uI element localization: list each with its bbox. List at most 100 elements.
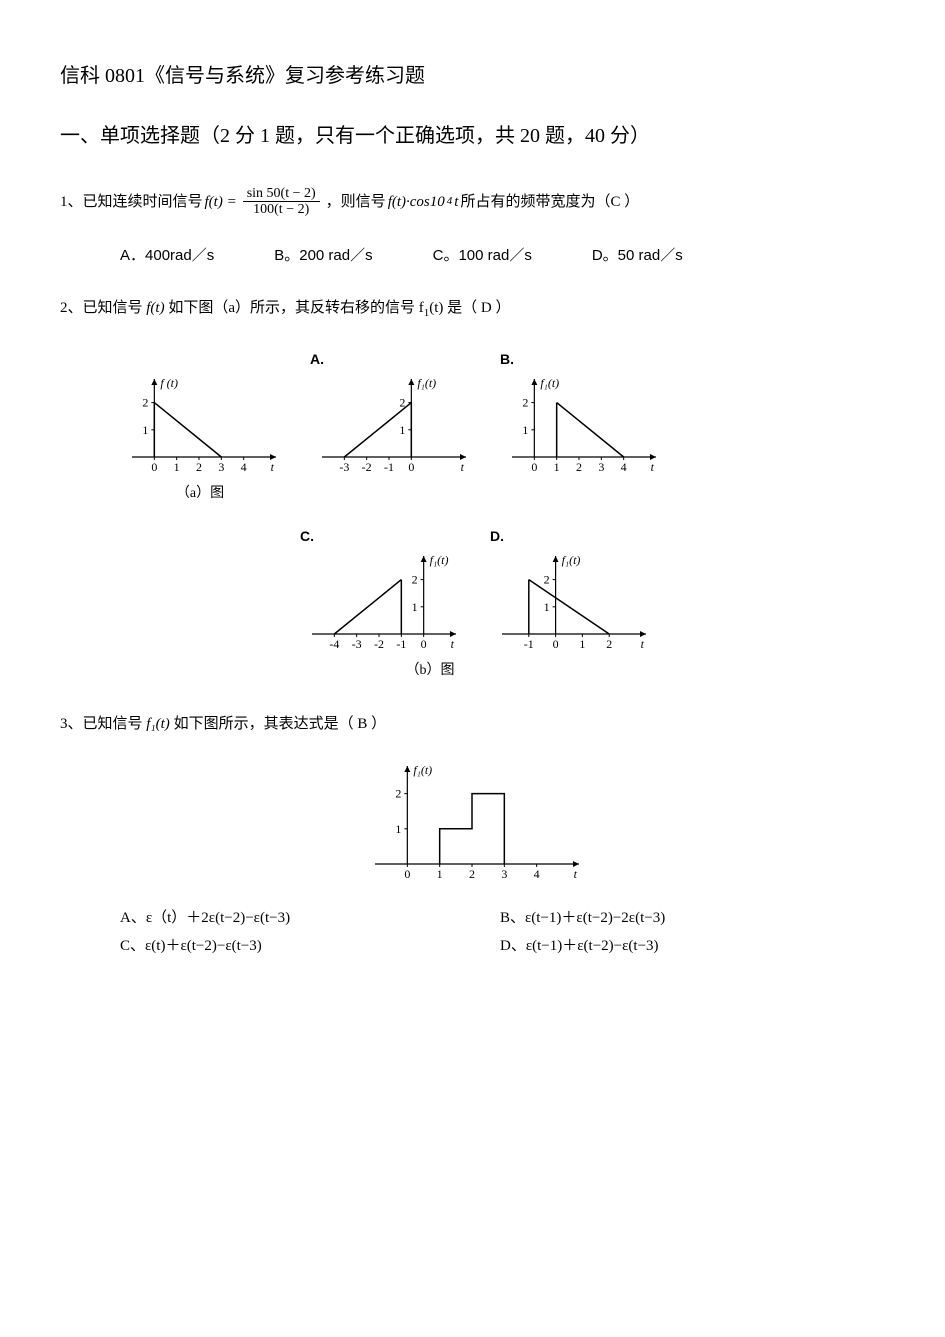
q3-opt-a: A、ε（t）＋2ε(t−2)−ε(t−3) — [120, 906, 500, 930]
svg-text:2: 2 — [576, 460, 582, 474]
q2-text-b: 如下图（a）所示，其反转右移的信号 f — [168, 300, 423, 316]
q2-ft: f(t) — [146, 300, 164, 316]
svg-text:1: 1 — [522, 423, 528, 437]
svg-text:f (t): f (t) — [160, 376, 178, 390]
question-3: 3、已知信号 f₁(t) 如下图所示，其表达式是（ B ） — [60, 712, 885, 736]
q3-opt-b: B、ε(t−1)＋ε(t−2)−2ε(t−3) — [500, 906, 880, 930]
svg-text:f₁(t): f₁(t) — [417, 376, 436, 390]
svg-text:-1: -1 — [524, 637, 534, 651]
q1-prefix: 1、已知连续时间信号 — [60, 190, 203, 214]
q2-fig-A: A. -3-2-1012f₁(t)t — [310, 348, 470, 474]
svg-text:f₁(t): f₁(t) — [562, 553, 581, 567]
svg-text:t: t — [461, 460, 465, 474]
q1-opt-a: A．400rad／s — [120, 244, 214, 268]
q2-svg-B: 0123412f₁(t)t — [500, 375, 660, 475]
question-2: 2、已知信号 f(t) 如下图（a）所示，其反转右移的信号 f1(t) 是（ D… — [60, 296, 885, 323]
svg-text:-1: -1 — [396, 637, 406, 651]
svg-text:1: 1 — [579, 637, 585, 651]
svg-text:2: 2 — [469, 867, 475, 881]
svg-text:3: 3 — [598, 460, 604, 474]
doc-title: 信科 0801《信号与系统》复习参考练习题 — [60, 60, 885, 92]
q1-suffix: 所占有的频带宽度为（C ） — [460, 190, 639, 214]
q1-opt-b: B。200 rad／s — [274, 244, 372, 268]
svg-text:-2: -2 — [374, 637, 384, 651]
svg-text:2: 2 — [142, 395, 148, 409]
q1-eq2-tail: t — [454, 190, 458, 214]
svg-text:3: 3 — [218, 460, 224, 474]
q2-fig-C: C. -4 -3 -2 -1 0 1 2 f₁(t) t — [300, 525, 460, 651]
q2-label-B: B. — [500, 348, 514, 370]
svg-text:0: 0 — [408, 460, 414, 474]
q1-fraction: sin 50(t − 2) 100(t − 2) — [243, 186, 320, 218]
svg-text:f₁(t): f₁(t) — [430, 553, 449, 567]
svg-text:2: 2 — [395, 787, 401, 801]
svg-text:2: 2 — [544, 572, 550, 586]
q1-eq2-sup: 4 — [447, 193, 453, 211]
q2-fig-B: B. 0123412f₁(t)t — [500, 348, 660, 474]
q1-mid: ，则信号 — [326, 190, 386, 214]
svg-text:1: 1 — [412, 599, 418, 613]
q2-fig-row2: C. -4 -3 -2 -1 0 1 2 f₁(t) t D. -1 0 1 2 1 2 f₁(t) t — [300, 525, 885, 651]
q3-f1t: f₁(t) — [146, 716, 170, 732]
svg-text:0: 0 — [404, 867, 410, 881]
q2-svg-C: -4 -3 -2 -1 0 1 2 f₁(t) t — [300, 552, 460, 652]
q2-fig-a: 0 1 2 3 4 1 2 f (t) t — [120, 375, 280, 475]
svg-text:0: 0 — [151, 460, 157, 474]
q3-opt-d: D、ε(t−1)＋ε(t−2)−ε(t−3) — [500, 934, 880, 958]
section-header: 一、单项选择题（2 分 1 题，只有一个正确选项，共 20 题，40 分） — [60, 120, 885, 152]
svg-text:3: 3 — [501, 867, 507, 881]
q2-label-D: D. — [490, 525, 504, 547]
q3-svg: 0 1 2 3 4 1 2 f₁(t) t — [363, 762, 583, 882]
q2-label-A: A. — [310, 348, 324, 370]
q2-fig-row1: 0123412f (t)t A. -3-2-1012f₁(t)t B. 0123… — [120, 348, 885, 474]
q2-svg-a: 0 1 2 3 4 1 2 f (t) t — [120, 375, 280, 475]
svg-text:4: 4 — [241, 460, 247, 474]
svg-text:1: 1 — [544, 599, 550, 613]
svg-text:0: 0 — [553, 637, 559, 651]
svg-text:-4: -4 — [329, 637, 339, 651]
svg-text:t: t — [573, 867, 577, 881]
q3-text-a: 3、已知信号 — [60, 716, 146, 732]
q1-frac-num: sin 50(t − 2) — [243, 186, 320, 202]
q2-label-C: C. — [300, 525, 314, 547]
question-1: 1、已知连续时间信号 f(t) = sin 50(t − 2) 100(t − … — [60, 186, 885, 218]
svg-text:-3: -3 — [352, 637, 362, 651]
svg-text:1: 1 — [174, 460, 180, 474]
svg-text:1: 1 — [399, 423, 405, 437]
q2-text-c: (t) 是（ D ） — [429, 300, 510, 316]
svg-text:2: 2 — [196, 460, 202, 474]
q2-text-a: 2、已知信号 — [60, 300, 146, 316]
q2-svg-A: -3-2-1012f₁(t)t — [310, 375, 470, 475]
q2-cap-b: （b）图 — [280, 660, 580, 682]
svg-text:-2: -2 — [362, 460, 372, 474]
svg-text:t: t — [271, 460, 275, 474]
svg-text:f₁(t): f₁(t) — [413, 763, 432, 777]
q1-frac-den: 100(t − 2) — [249, 202, 313, 217]
svg-text:-3: -3 — [339, 460, 349, 474]
svg-text:0: 0 — [531, 460, 537, 474]
svg-text:f₁(t): f₁(t) — [540, 376, 559, 390]
svg-text:t: t — [451, 637, 455, 651]
q3-text-b: 如下图所示，其表达式是（ B ） — [174, 716, 387, 732]
q1-options: A．400rad／s B。200 rad／s C。100 rad／s D。50 … — [120, 244, 885, 268]
svg-text:0: 0 — [421, 637, 427, 651]
q1-eq2: f(t)·cos10 — [388, 190, 445, 214]
q2-cap-a: （a）图 — [130, 483, 270, 505]
svg-text:1: 1 — [142, 423, 148, 437]
svg-text:2: 2 — [412, 572, 418, 586]
q3-fig-wrap: 0 1 2 3 4 1 2 f₁(t) t — [60, 762, 885, 882]
svg-text:4: 4 — [621, 460, 627, 474]
svg-text:1: 1 — [395, 822, 401, 836]
svg-text:1: 1 — [554, 460, 560, 474]
q1-eq-lhs: f(t) = — [205, 190, 237, 214]
q2-svg-D: -1 0 1 2 1 2 f₁(t) t — [490, 552, 650, 652]
svg-text:t: t — [641, 637, 645, 651]
svg-text:2: 2 — [522, 395, 528, 409]
svg-text:2: 2 — [606, 637, 612, 651]
q2-fig-D: D. -1 0 1 2 1 2 f₁(t) t — [490, 525, 650, 651]
svg-text:1: 1 — [436, 867, 442, 881]
q1-opt-c: C。100 rad／s — [433, 244, 532, 268]
svg-text:4: 4 — [533, 867, 539, 881]
q1-opt-d: D。50 rad／s — [592, 244, 683, 268]
q3-opt-c: C、ε(t)＋ε(t−2)−ε(t−3) — [120, 934, 500, 958]
